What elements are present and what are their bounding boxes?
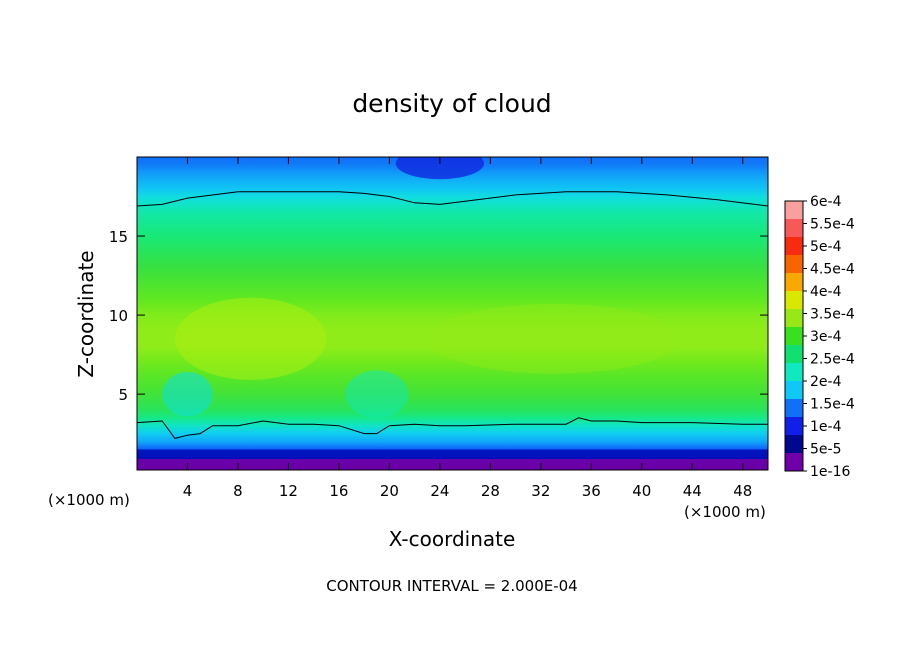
- colorbar-swatch: [785, 363, 803, 382]
- x-tick-label: 8: [233, 482, 243, 500]
- density-feature-2: [427, 304, 680, 374]
- colorbar-label: 3.5e-4: [810, 307, 855, 323]
- density-feature-3: [395, 157, 485, 180]
- y-axis-title: Z-coordinate: [74, 250, 98, 377]
- contour-interval-note: CONTOUR INTERVAL = 2.000E-04: [326, 577, 577, 595]
- x-unit-right-label: (×1000 m): [684, 503, 766, 521]
- y-tick-label: 10: [109, 307, 128, 325]
- colorbar-swatch: [785, 327, 803, 346]
- colorbar: 6e-4 5.5e-4 5e-4 4.5e-4 4e-4 3.5e-4 3e-4 2.5e-4…: [784, 194, 855, 480]
- colorbar-swatch: [785, 309, 803, 328]
- colorbar-swatch: [785, 255, 803, 274]
- x-tick-label: 40: [632, 482, 651, 500]
- x-tick-label: 48: [733, 482, 752, 500]
- colorbar-label: 6e-4: [810, 194, 842, 210]
- colorbar-label: 2.5e-4: [810, 352, 855, 368]
- colorbar-swatch: [785, 417, 803, 436]
- colorbar-label: 1.5e-4: [810, 397, 855, 413]
- plot-area: [136, 156, 769, 471]
- x-tick-label: 20: [380, 482, 399, 500]
- colorbar-label: 4.5e-4: [810, 262, 855, 278]
- low-density-band: [137, 449, 768, 459]
- contour-line-lower: [137, 417, 768, 439]
- colorbar-label: 1e-4: [810, 419, 842, 435]
- colorbar-label: 4e-4: [810, 284, 842, 300]
- colorbar-label: 5.5e-4: [810, 217, 855, 233]
- colorbar-swatch: [785, 273, 803, 292]
- x-tick-label: 32: [531, 482, 550, 500]
- colorbar-swatch: [785, 381, 803, 400]
- colorbar-swatch: [785, 345, 803, 364]
- colorbar-label: 3e-4: [810, 329, 842, 345]
- x-tick-label: 4: [183, 482, 193, 500]
- colorbar-swatch: [785, 219, 803, 238]
- colorbar-swatch: [785, 453, 803, 472]
- x-tick-label: 44: [683, 482, 702, 500]
- colorbar-swatch: [785, 237, 803, 256]
- x-tick-label: 12: [279, 482, 298, 500]
- density-features: [137, 157, 768, 470]
- x-unit-left-label: (×1000 m): [48, 491, 130, 509]
- x-axis-ticks: 4 8 12 16 20 24 28 32 36 40 44 48: [183, 157, 752, 500]
- contour-line-upper: [137, 191, 768, 207]
- colorbar-label: 2e-4: [810, 374, 842, 390]
- colorbar-swatch: [785, 435, 803, 454]
- x-axis-title: X-coordinate: [389, 527, 516, 551]
- low-density-base: [137, 458, 768, 470]
- y-tick-label: 5: [118, 386, 128, 404]
- x-tick-label: 28: [481, 482, 500, 500]
- density-feature-5: [345, 370, 409, 418]
- density-feature-1: [174, 297, 327, 380]
- colorbar-swatch: [785, 399, 803, 418]
- x-tick-label: 16: [329, 482, 348, 500]
- density-feature-4: [162, 371, 213, 417]
- plot-frame: [136, 156, 769, 471]
- colorbar-label: 5e-4: [810, 239, 842, 255]
- y-axis-ticks: 5 10 15: [109, 228, 768, 404]
- x-tick-label: 36: [582, 482, 601, 500]
- x-tick-label: 24: [430, 482, 449, 500]
- colorbar-swatch: [785, 201, 803, 220]
- chart-title: density of cloud: [352, 89, 551, 118]
- contour-lines: [137, 191, 768, 439]
- colorbar-swatch: [785, 291, 803, 310]
- colorbar-label: 5e-5: [810, 442, 841, 458]
- colorbar-label: 1e-16: [810, 464, 850, 480]
- y-tick-label: 15: [109, 228, 128, 246]
